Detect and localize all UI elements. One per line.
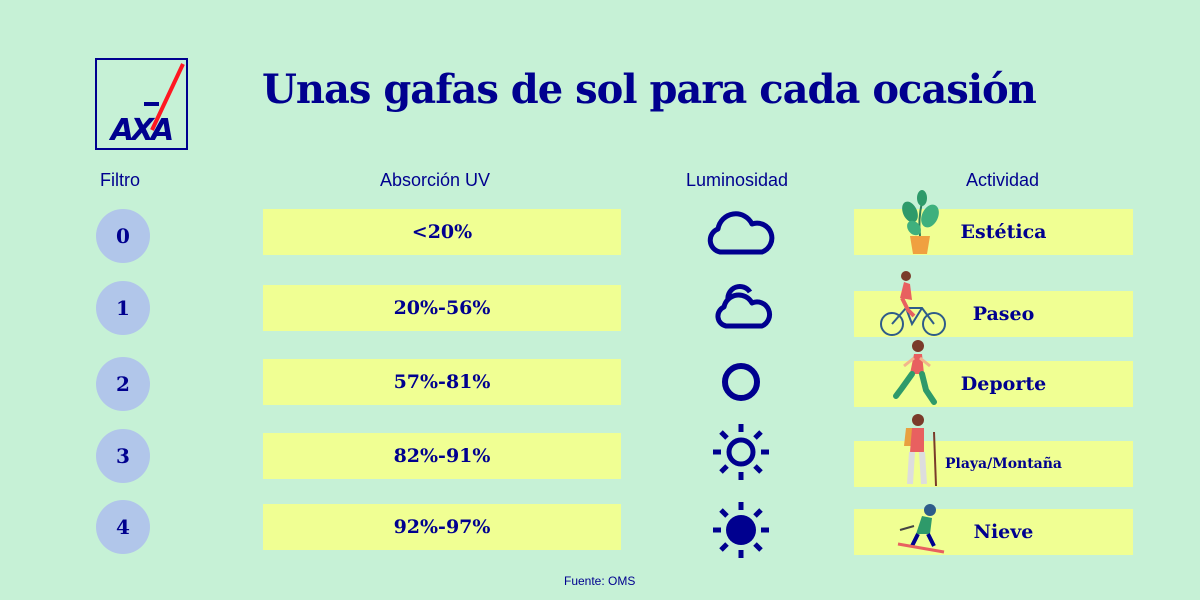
- partly-cloudy-icon: [715, 284, 773, 329]
- plant-icon: [902, 190, 939, 254]
- svg-text:AXA: AXA: [109, 113, 172, 148]
- uv-value: 92%-97%: [263, 504, 621, 550]
- filter-badge: 0: [96, 209, 150, 263]
- filter-badge: 2: [96, 357, 150, 411]
- activity-label: Deporte: [854, 361, 1133, 407]
- activity-label: Nieve: [854, 509, 1133, 555]
- sun-outline-icon: [722, 363, 760, 401]
- header-absorcion: Absorción UV: [380, 170, 491, 190]
- cyclist-icon: [880, 271, 946, 336]
- header-actividad: Actividad: [966, 170, 1040, 190]
- axa-logo: AXA: [95, 58, 188, 150]
- sun-filled-icon: [713, 502, 769, 558]
- uv-value: 20%-56%: [263, 285, 621, 331]
- skier-icon: [897, 504, 945, 554]
- page-title: Unas gafas de sol para cada ocasión: [262, 66, 1037, 113]
- header-filtro: Filtro: [100, 170, 140, 190]
- uv-value: 57%-81%: [263, 359, 621, 405]
- uv-value: 82%-91%: [263, 433, 621, 479]
- cloud-icon: [707, 211, 775, 255]
- activity-label: Playa/Montaña: [854, 441, 1133, 487]
- filter-badge: 4: [96, 500, 150, 554]
- filter-badge: 3: [96, 429, 150, 483]
- uv-value: <20%: [263, 209, 621, 255]
- filter-badge: 1: [96, 281, 150, 335]
- runner-icon: [893, 340, 937, 405]
- hiker-icon: [904, 414, 937, 487]
- header-luminosidad: Luminosidad: [686, 170, 789, 190]
- source-note: Fuente: OMS: [564, 574, 636, 588]
- activity-label: Estética: [854, 209, 1133, 255]
- sun-rays-icon: [713, 424, 769, 480]
